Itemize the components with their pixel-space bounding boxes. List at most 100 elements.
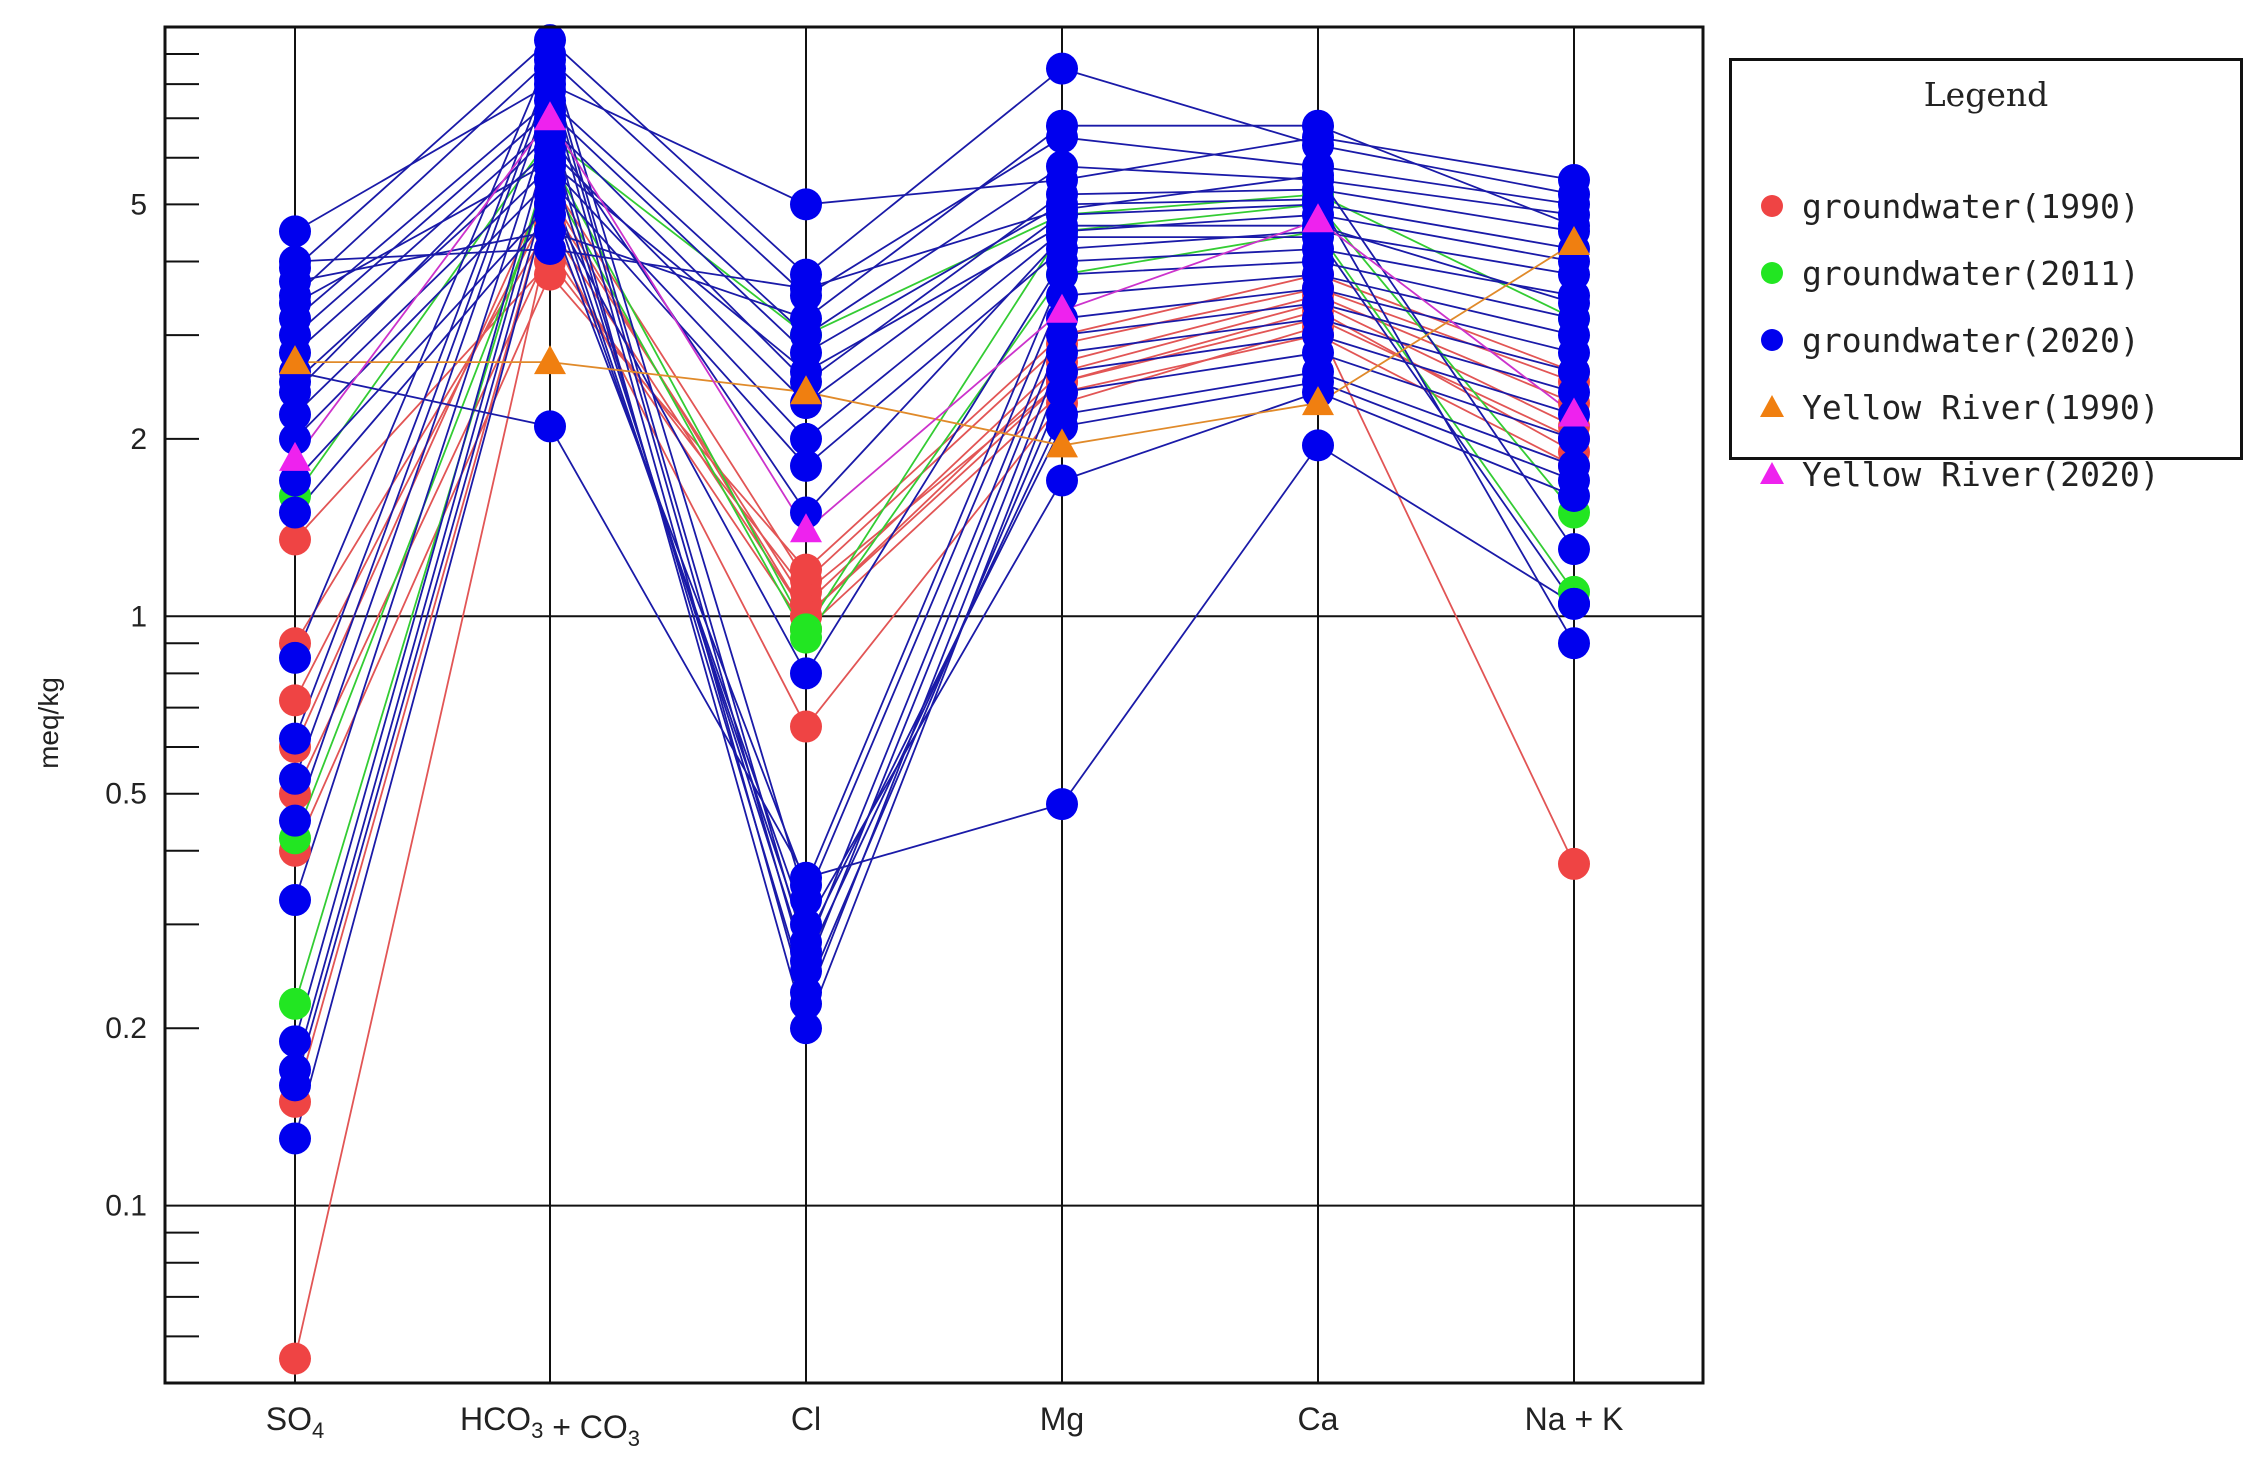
legend-item: groundwater(2011) — [1752, 248, 2140, 298]
data-point — [279, 641, 311, 674]
category-label: Mg — [1040, 1401, 1084, 1437]
series-line — [294, 213, 1575, 888]
data-point-triangle — [1302, 386, 1334, 416]
y-tick-label: 0.5 — [105, 778, 147, 811]
category-label: Ca — [1298, 1401, 1339, 1437]
series-line — [294, 165, 1575, 441]
data-point-triangle — [1046, 428, 1078, 458]
y-tick-label: 2 — [130, 423, 147, 456]
series-line — [294, 134, 1575, 1042]
data-point — [279, 722, 311, 755]
data-point — [1046, 209, 1078, 242]
data-point — [279, 287, 311, 320]
data-point — [790, 496, 822, 529]
data-point — [1558, 376, 1590, 409]
series-lines — [294, 38, 1575, 1359]
legend-label: Yellow River(1990) — [1802, 387, 2160, 427]
legend-item: Yellow River(2020) — [1752, 449, 2160, 499]
legend-label: Yellow River(2020) — [1802, 454, 2160, 494]
data-point — [1558, 533, 1590, 566]
series-line — [294, 124, 1575, 320]
series-line — [294, 160, 1575, 373]
y-tick-label: 0.1 — [105, 1190, 147, 1223]
data-point-triangle — [279, 441, 311, 471]
data-point — [790, 976, 822, 1009]
data-point — [1558, 627, 1590, 660]
triangle-marker-icon — [1752, 454, 1802, 494]
category-label: Na + K — [1525, 1401, 1624, 1437]
circle-marker-icon — [1752, 186, 1802, 226]
data-point — [279, 884, 311, 917]
y-tick-label: 5 — [130, 188, 147, 221]
series-line — [294, 83, 1575, 233]
legend-label: groundwater(2020) — [1802, 320, 2140, 360]
data-point — [279, 684, 311, 717]
data-point-triangle — [279, 345, 311, 375]
data-point — [1046, 150, 1078, 183]
series-line — [294, 38, 1575, 276]
data-point — [790, 861, 822, 894]
data-point — [279, 1342, 311, 1375]
series-line — [294, 155, 1575, 1005]
series-line — [294, 176, 1575, 1086]
data-point — [790, 422, 822, 455]
series-line — [294, 247, 1575, 795]
data-point — [1046, 52, 1078, 85]
data-point-triangle — [1558, 397, 1590, 427]
legend-title: Legend — [1923, 75, 2049, 114]
data-point — [279, 804, 311, 837]
triangle-marker-icon — [1752, 387, 1802, 427]
series-line — [294, 191, 1575, 1139]
data-point — [279, 1122, 311, 1155]
series-line — [294, 58, 1575, 297]
y-tick-label: 1 — [130, 600, 147, 633]
series-line — [294, 99, 1575, 337]
data-point — [1558, 287, 1590, 320]
data-point — [279, 762, 311, 795]
data-point — [1046, 464, 1078, 497]
legend: Legend groundwater(1990) groundwater(2011… — [1729, 58, 2243, 494]
series-line — [294, 74, 1575, 974]
data-point — [1558, 422, 1590, 455]
data-point — [1302, 429, 1334, 462]
series-line — [295, 242, 1575, 447]
series-line — [294, 115, 1575, 1032]
data-point — [1558, 847, 1590, 880]
data-point — [1046, 788, 1078, 821]
circle-marker-icon — [1752, 320, 1802, 360]
data-point-triangle — [1046, 293, 1078, 323]
data-point — [534, 258, 566, 291]
x-axis-category-labels: SO4 HCO3 + CO3 Cl Mg Ca Na + K — [266, 1401, 1624, 1451]
series-line — [294, 192, 1575, 1103]
data-point — [279, 215, 311, 248]
data-point — [534, 178, 566, 211]
data-point-triangle — [790, 513, 822, 543]
data-point — [534, 233, 566, 266]
data-point — [279, 376, 311, 409]
data-point — [279, 1069, 311, 1102]
data-point — [1302, 109, 1334, 142]
data-point — [790, 908, 822, 941]
data-point — [1302, 159, 1334, 192]
data-point — [279, 422, 311, 455]
data-point — [279, 319, 311, 352]
data-point — [790, 710, 822, 743]
data-point-triangle — [1558, 225, 1590, 255]
data-point — [790, 657, 822, 690]
series-line — [294, 148, 1575, 405]
series-line — [294, 154, 1575, 1071]
data-point — [790, 272, 822, 305]
data-point — [790, 355, 822, 388]
data-point — [790, 302, 822, 335]
data-point — [279, 496, 311, 529]
plot-frame — [163, 25, 1705, 1385]
series-line — [294, 224, 1575, 644]
series-markers — [279, 24, 1590, 1375]
series-line — [294, 109, 1575, 644]
data-point — [1558, 587, 1590, 620]
data-point — [790, 1012, 822, 1045]
category-label: SO4 — [266, 1401, 324, 1443]
legend-item: Yellow River(1990) — [1752, 382, 2160, 432]
y-axis-ticks: 5 2 1 0.5 0.2 0.1 — [105, 52, 199, 1384]
series-line — [294, 370, 1575, 879]
